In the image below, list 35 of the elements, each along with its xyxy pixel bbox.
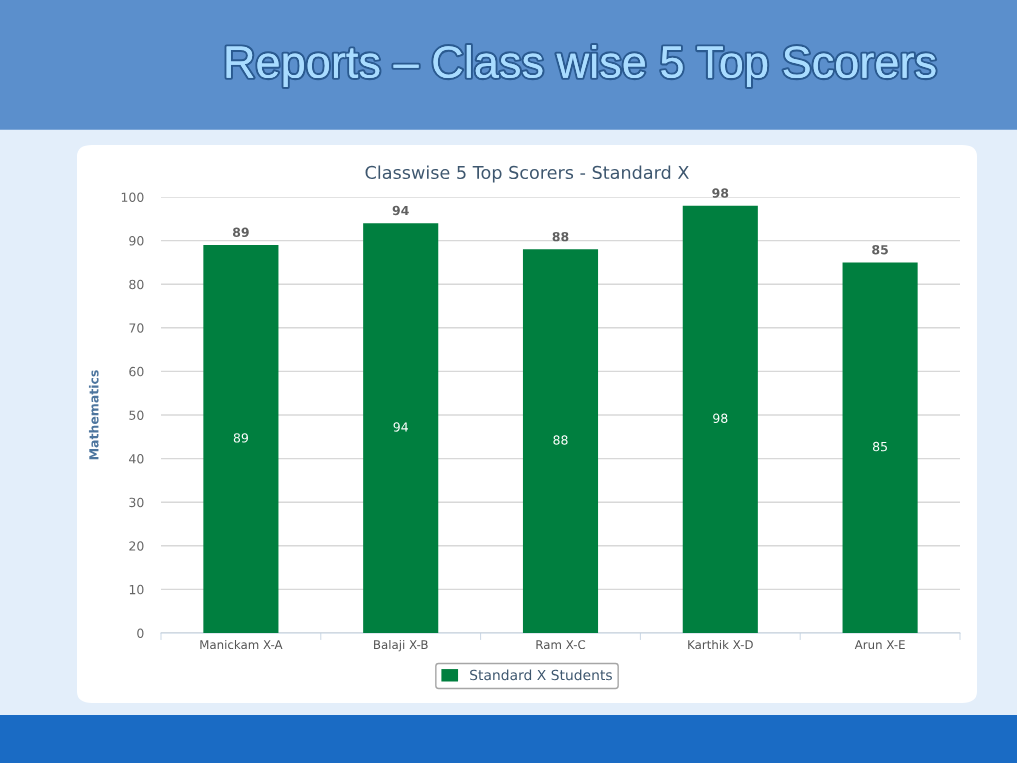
bar <box>522 249 599 633</box>
y-tick-label: 60 <box>129 366 144 377</box>
annotation: 88 <box>553 435 568 445</box>
data-label: 88 <box>552 231 569 242</box>
bar <box>363 223 439 633</box>
y-tick-label: 80 <box>129 279 144 290</box>
annotation: 85 <box>872 441 887 452</box>
bar <box>203 244 279 633</box>
annotation: 89 <box>233 433 248 443</box>
y-tick-label: 20 <box>129 541 144 551</box>
chart-title: Reports – Class wise 5 Top Scorers <box>226 44 936 88</box>
y-tick-label: 10 <box>129 584 144 595</box>
data-label: 94 <box>392 205 409 216</box>
y-tick-label: 50 <box>129 410 144 420</box>
bar <box>682 205 758 633</box>
annotation: 94 <box>393 422 408 432</box>
x-tick-label: Balaji X-B <box>374 639 428 652</box>
data-label: 85 <box>872 244 888 255</box>
legend-label: Standard X Students <box>470 669 612 681</box>
x-tick-label: Ram X-C <box>536 640 586 650</box>
y-axis-title: Mathematics <box>88 370 99 460</box>
x-tick-label: Karthik X-D <box>688 639 753 650</box>
y-tick-label: 40 <box>129 454 144 464</box>
x-tick-label: Manickam X-A <box>200 639 283 650</box>
data-label: 89 <box>232 227 249 237</box>
y-tick-label: 0 <box>137 628 144 638</box>
y-tick-label: 70 <box>129 323 144 333</box>
annotation: 98 <box>713 413 728 423</box>
x-tick-label: Arun X-E <box>854 640 905 650</box>
chart-subtitle: Classwise 5 Top Scorers - Standard X <box>365 165 689 183</box>
data-label: 98 <box>712 188 729 198</box>
y-tick-label: 100 <box>121 192 144 202</box>
y-tick-label: 30 <box>129 497 144 508</box>
y-tick-label: 90 <box>129 236 144 246</box>
bar <box>842 262 918 633</box>
